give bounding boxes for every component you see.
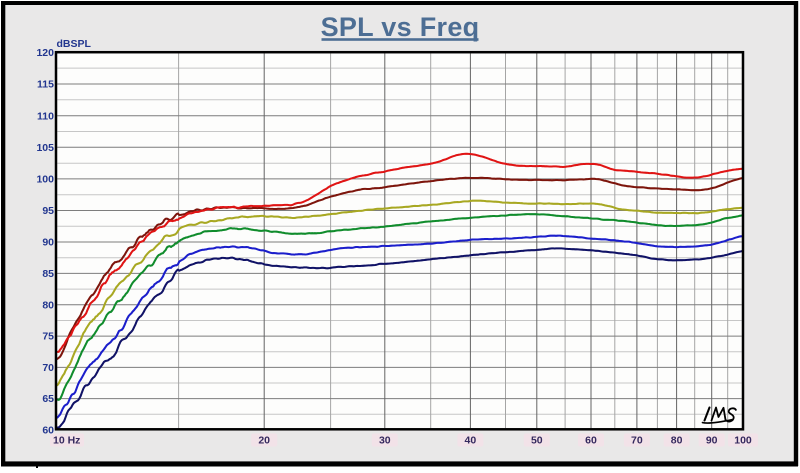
svg-text:70: 70 — [631, 435, 643, 447]
svg-text:95: 95 — [42, 205, 54, 217]
svg-text:60: 60 — [42, 424, 54, 436]
svg-text:65: 65 — [42, 393, 54, 405]
svg-text:40: 40 — [465, 435, 477, 447]
svg-text:90: 90 — [706, 435, 718, 447]
svg-text:SPL vs Freq: SPL vs Freq — [321, 12, 480, 42]
svg-text:100: 100 — [36, 174, 54, 186]
svg-text:60: 60 — [585, 435, 597, 447]
svg-text:dBSPL: dBSPL — [57, 38, 92, 50]
svg-text:120: 120 — [36, 47, 54, 59]
svg-text:100: 100 — [734, 435, 752, 447]
svg-text:10 Hz: 10 Hz — [53, 435, 80, 447]
svg-text:50: 50 — [531, 435, 543, 447]
svg-text:115: 115 — [37, 79, 54, 91]
svg-text:30: 30 — [379, 435, 391, 447]
svg-text:70: 70 — [42, 362, 54, 374]
svg-text:85: 85 — [42, 268, 54, 280]
svg-text:75: 75 — [42, 331, 54, 343]
svg-text:80: 80 — [671, 435, 683, 447]
svg-text:110: 110 — [37, 110, 54, 122]
svg-text:20: 20 — [258, 435, 270, 447]
svg-text:105: 105 — [36, 142, 54, 154]
svg-text:80: 80 — [42, 299, 54, 311]
svg-text:90: 90 — [42, 237, 54, 249]
